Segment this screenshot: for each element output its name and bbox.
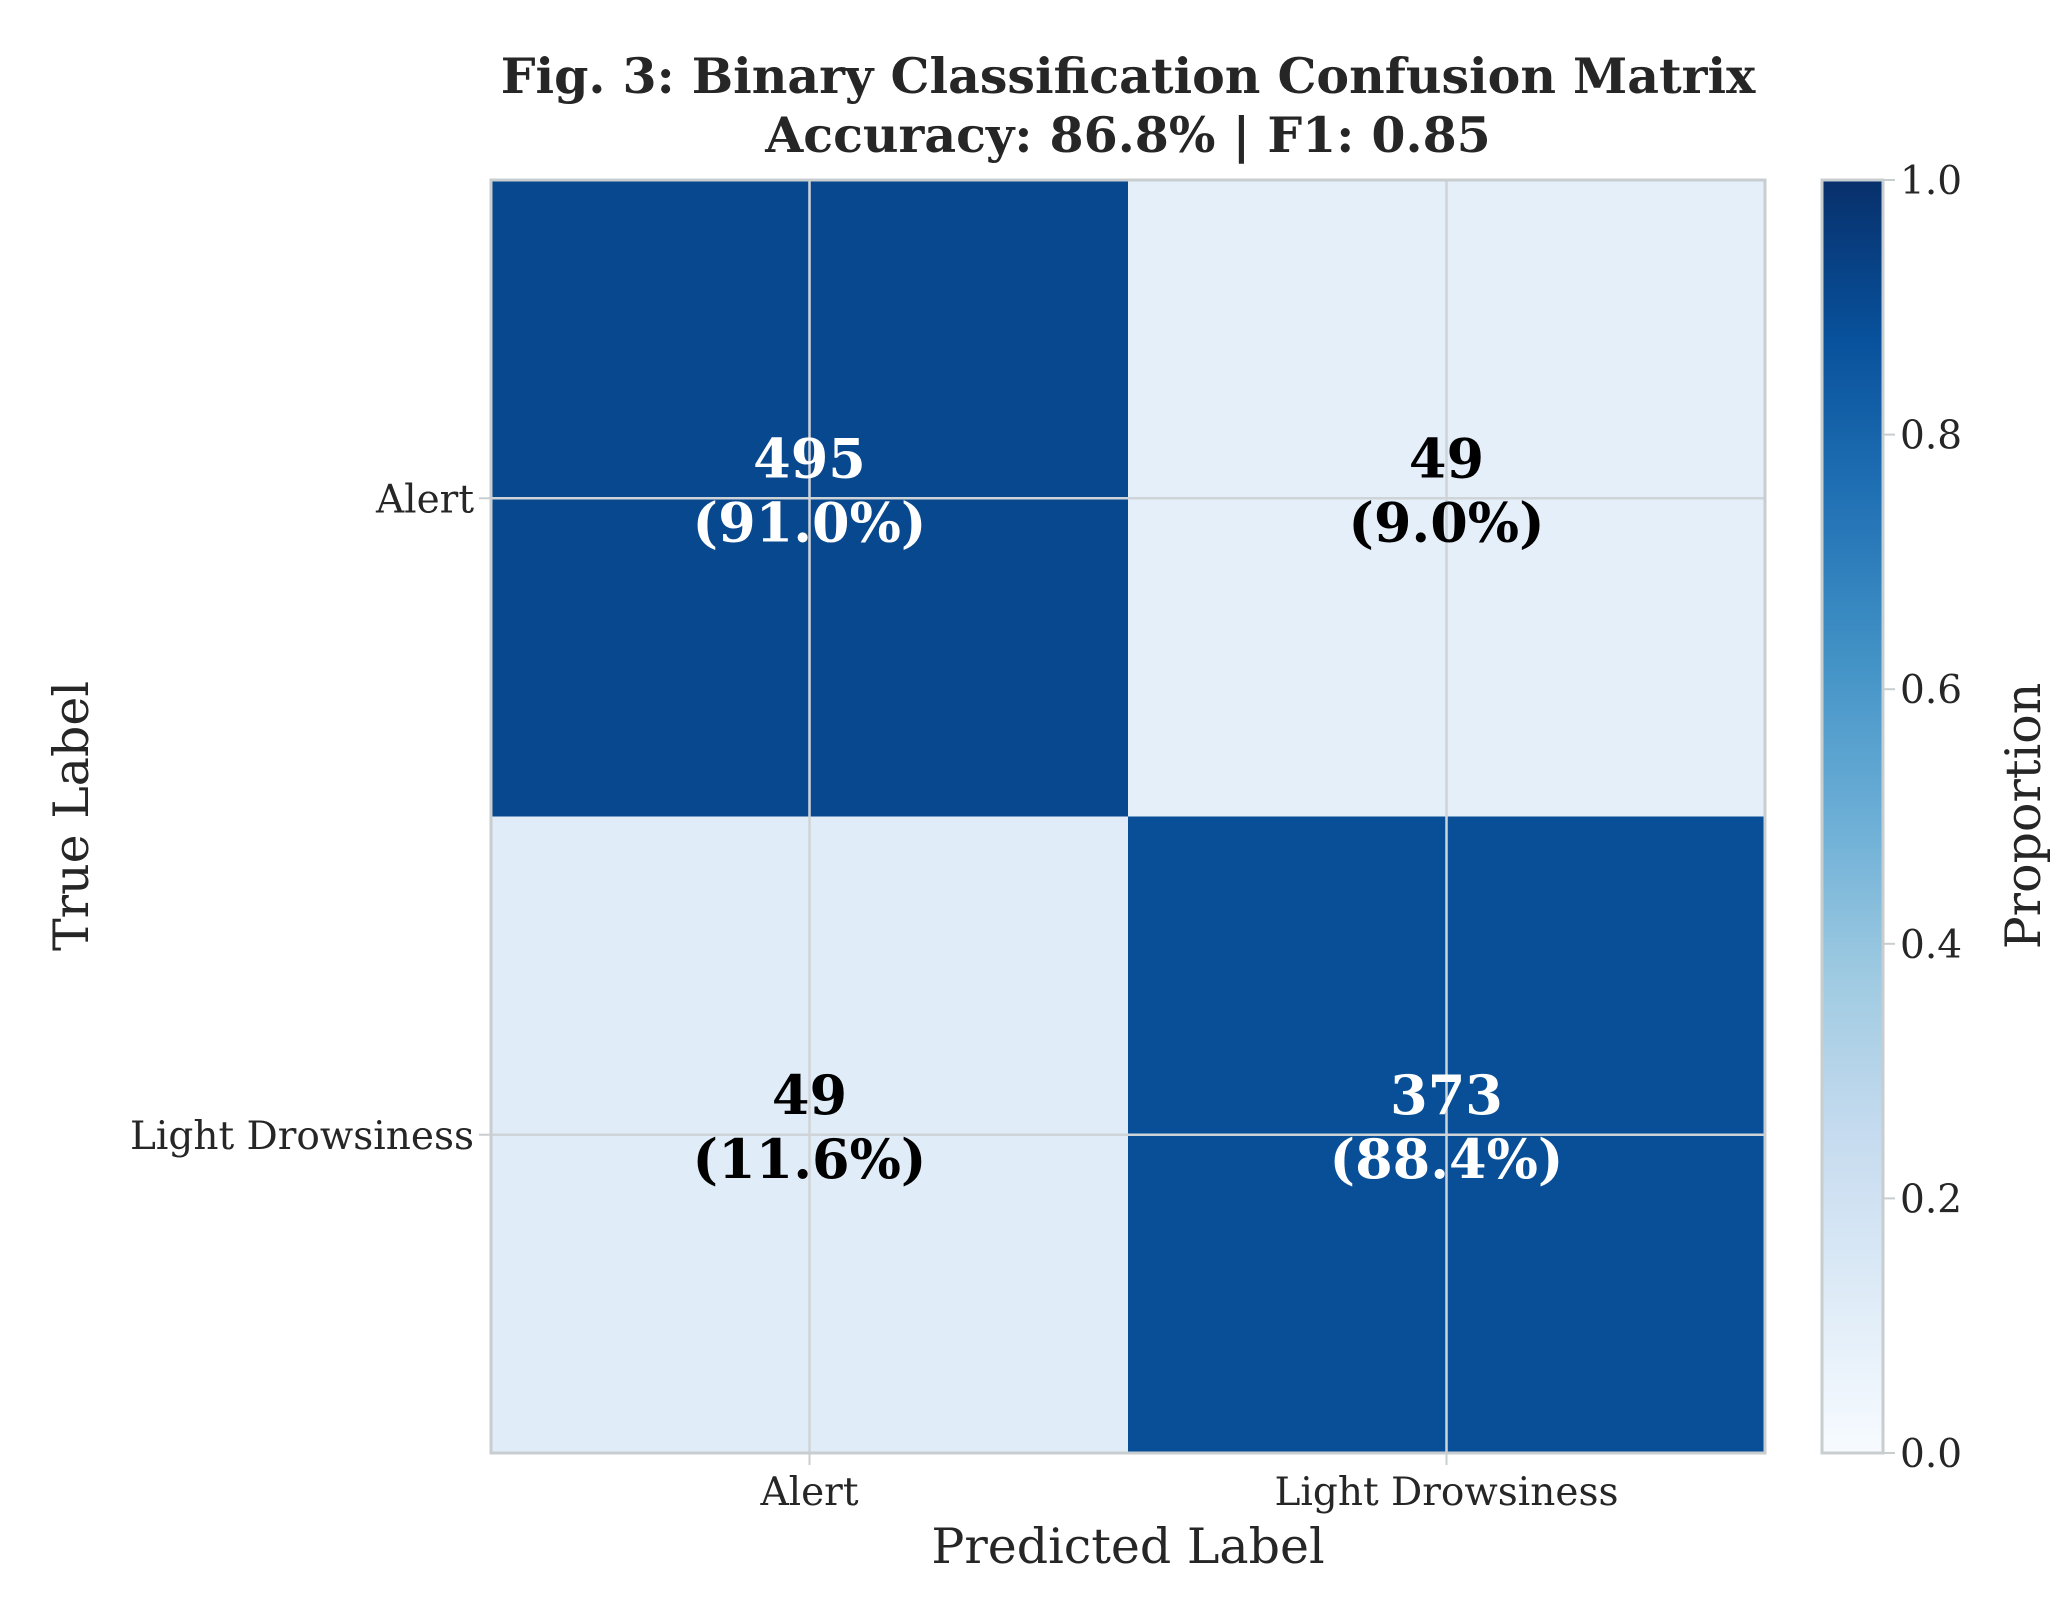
cell-count-label: 373: [1390, 1063, 1503, 1127]
colorbar-tick-label: 0.8: [1900, 414, 1962, 459]
colorbar-label: Proportion: [1995, 683, 2052, 950]
x-tick-label: Alert: [759, 1470, 858, 1515]
cell-annotations: 495(91.0%)49(9.0%)49(11.6%)373(88.4%): [693, 426, 1564, 1191]
axis-ticks: Alert Light Drowsiness Alert Light Drowsine…: [130, 477, 1619, 1515]
colorbar-tick-label: 1.0: [1900, 159, 1962, 204]
colorbar: [1820, 178, 1885, 1455]
colorbar-ticks: 0.0 0.2 0.4 0.6 0.8 1.0: [1883, 159, 1962, 1477]
x-tick-label: Light Drowsiness: [1274, 1470, 1618, 1515]
chart-subtitle: Accuracy: 86.8% | F1: 0.85: [764, 106, 1491, 164]
cell-percent-label: (9.0%): [1348, 490, 1544, 554]
heatmap-cells: [491, 180, 1766, 1454]
colorbar-tick-label: 0.2: [1900, 1177, 1962, 1222]
cell-count-label: 49: [772, 1063, 847, 1127]
y-axis-label: True Label: [43, 681, 100, 951]
cell-count-label: 49: [1409, 426, 1484, 490]
cell-count-label: 495: [753, 426, 866, 490]
cell-percent-label: (91.0%): [693, 490, 927, 554]
colorbar-tick-label: 0.0: [1900, 1432, 1962, 1477]
colorbar-tick-label: 0.4: [1900, 923, 1962, 968]
colorbar-tick-label: 0.6: [1900, 668, 1962, 713]
x-axis-label: Predicted Label: [931, 1518, 1324, 1575]
y-tick-label: Alert: [375, 477, 474, 522]
chart-title: Fig. 3: Binary Classification Confusion …: [501, 47, 1756, 105]
cell-percent-label: (88.4%): [1330, 1127, 1564, 1191]
plot-frame: [489, 178, 1767, 1455]
grid-lines: [491, 180, 1765, 1453]
y-tick-label: Light Drowsiness: [130, 1114, 474, 1159]
cell-percent-label: (11.6%): [693, 1127, 927, 1191]
